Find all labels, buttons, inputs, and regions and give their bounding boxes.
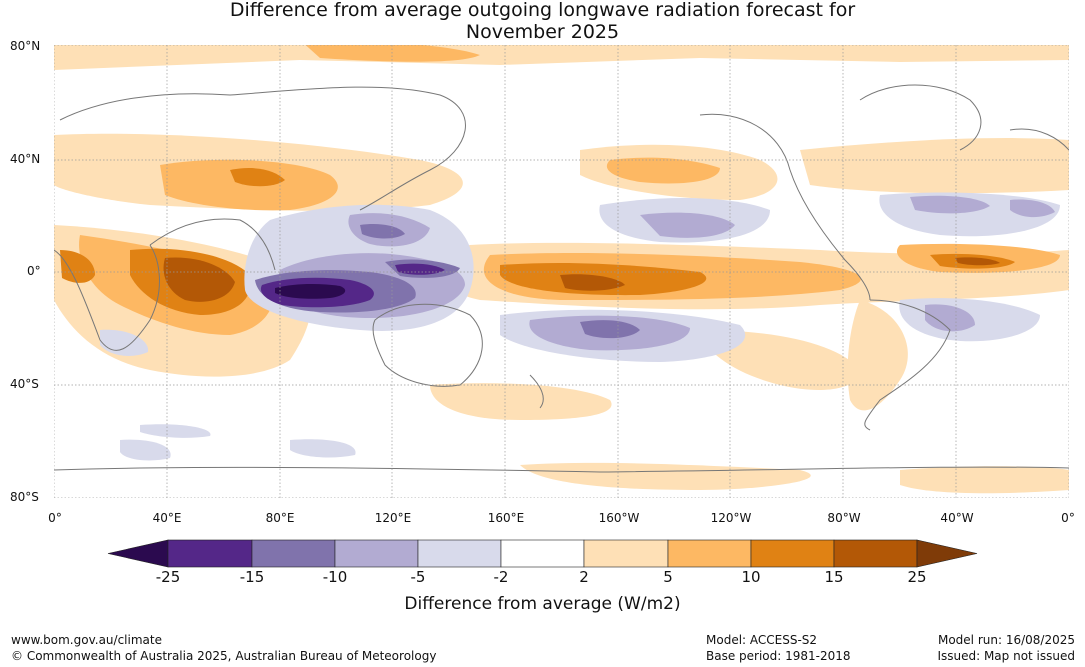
lon-label-80w: 80°W	[827, 511, 861, 525]
lon-label-120e: 120°E	[374, 511, 412, 525]
footer-base-period: Base period: 1981-2018	[706, 649, 851, 663]
lon-label-40w: 40°W	[940, 511, 974, 525]
footer-url: www.bom.gov.au/climate	[11, 633, 162, 647]
footer-model-run: Model run: 16/08/2025	[937, 633, 1075, 647]
colorbar-segment-3	[334, 539, 419, 568]
lon-label-160w: 160°W	[598, 511, 640, 525]
anomaly-15-to-25-areas	[163, 257, 1000, 302]
lat-label-80s: 80°S	[10, 490, 39, 504]
gridlines	[54, 45, 1069, 498]
colorbar-tick-label: -10	[322, 568, 348, 586]
map-field	[54, 45, 1069, 498]
colorbar-tick-label: 5	[663, 568, 673, 586]
colorbar-segment-8	[750, 539, 835, 568]
lon-label-40e: 40°E	[152, 511, 182, 525]
lat-label-equator: 0°	[27, 264, 41, 278]
colorbar-tick-label: -25	[155, 568, 181, 586]
lon-label-160e: 160°E	[487, 511, 525, 525]
map-title-line-2: November 2025	[465, 21, 620, 43]
colorbar-min-extension	[107, 539, 169, 568]
lon-label-120w: 120°W	[710, 511, 752, 525]
anomaly-below-minus25-areas	[275, 283, 346, 299]
colorbar-max-extension	[916, 539, 978, 568]
map-title-line-1: Difference from average outgoing longwav…	[229, 0, 856, 21]
colorbar-tick-label: -15	[239, 568, 265, 586]
lat-label-40s: 40°S	[10, 377, 39, 391]
lat-label-80n: 80°N	[10, 39, 41, 53]
footer-copyright: © Commonwealth of Australia 2025, Austra…	[11, 649, 437, 663]
colorbar-tick-label: -5	[410, 568, 426, 586]
colorbar-tick-label: -2	[493, 568, 509, 586]
lon-label-0-east: 0°	[1061, 511, 1075, 525]
colorbar-tick-label: 15	[824, 568, 844, 586]
colorbar-segment-9	[833, 539, 918, 568]
colorbar-tick-label: 10	[741, 568, 761, 586]
colorbar-segment-2	[251, 539, 336, 568]
lon-label-80e: 80°E	[265, 511, 295, 525]
colorbar-tick-label: 2	[579, 568, 589, 586]
colorbar-label: Difference from average (W/m2)	[404, 594, 681, 614]
colorbar-segment-6	[583, 539, 669, 568]
footer-model: Model: ACCESS-S2	[706, 633, 818, 647]
lat-label-40n: 40°N	[10, 152, 41, 166]
footer-issued: Issued: Map not issued	[937, 649, 1075, 663]
colorbar-segment-4	[417, 539, 502, 568]
colorbar-segment-7	[667, 539, 752, 568]
colorbar-segment-5	[500, 539, 585, 568]
colorbar-tick-label: 25	[907, 568, 927, 586]
coastlines	[54, 84, 1069, 473]
lon-label-0: 0°	[48, 511, 62, 525]
colorbar-segment-1	[167, 539, 253, 568]
